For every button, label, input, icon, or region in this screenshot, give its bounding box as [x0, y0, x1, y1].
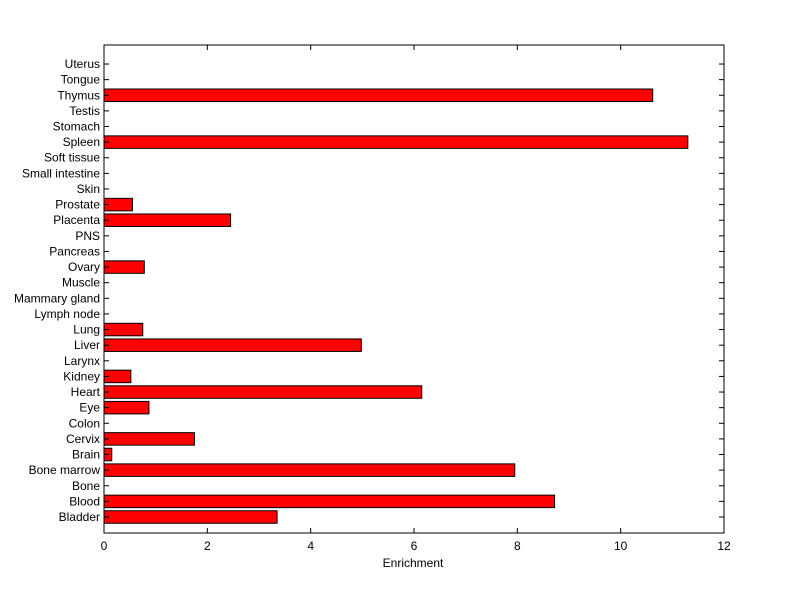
y-tick-label: Spleen [63, 135, 100, 149]
y-tick-label: Placenta [53, 213, 100, 227]
y-tick-label: Pancreas [49, 244, 100, 258]
y-tick-label: Liver [74, 338, 100, 352]
x-tick-label: 0 [101, 539, 108, 553]
bar-ovary [103, 260, 145, 274]
y-tick-label: Heart [71, 385, 101, 399]
y-tick-label: Eye [79, 401, 100, 415]
y-tick-label: Colon [69, 416, 100, 430]
y-tick-label: Blood [69, 494, 100, 508]
y-tick-label: Prostate [55, 198, 100, 212]
x-tick-label: 12 [717, 539, 731, 553]
bar-thymus [103, 88, 654, 103]
y-tick-label: Skin [77, 182, 100, 196]
y-tick-label: Lymph node [34, 307, 100, 321]
x-tick-label: 2 [204, 539, 211, 553]
bar-cervix [103, 432, 195, 446]
y-tick-label: Bladder [59, 510, 100, 524]
y-tick-label: Tongue [61, 73, 101, 87]
x-axis-label: Enrichment [383, 556, 444, 570]
y-tick-label: Larynx [64, 354, 100, 368]
bar-placenta [103, 213, 232, 227]
bar-bone-marrow [103, 463, 516, 477]
bar-spleen [103, 135, 689, 149]
y-tick-label: Ovary [68, 260, 100, 274]
y-tick-label: Cervix [66, 432, 100, 446]
x-axis: 0 2 4 6 8 10 12 [101, 45, 731, 553]
plot-area [103, 44, 725, 534]
x-tick-label: 4 [307, 539, 314, 553]
y-tick-label: Bone marrow [29, 463, 101, 477]
y-tick-label: Small intestine [22, 166, 100, 180]
y-tick-label: Testis [69, 104, 100, 118]
bar-bladder [103, 510, 278, 524]
bar-heart [103, 385, 423, 399]
bars-group [103, 88, 689, 524]
bar-eye [103, 400, 150, 415]
x-tick-label: 10 [614, 539, 628, 553]
bar-liver [103, 338, 362, 352]
bar-lung [103, 322, 144, 337]
y-tick-label: Lung [73, 323, 100, 337]
y-tick-label: Mammary gland [14, 291, 100, 305]
y-tick-label: Thymus [57, 88, 100, 102]
y-tick-label: Uterus [65, 57, 100, 71]
y-tick-label: Bone [72, 479, 100, 493]
x-tick-label: 8 [514, 539, 521, 553]
y-tick-label: Kidney [63, 369, 100, 383]
y-tick-label: Brain [72, 448, 100, 462]
y-tick-label: Soft tissue [44, 151, 100, 165]
x-tick-label: 6 [411, 539, 418, 553]
y-tick-label: PNS [75, 229, 100, 243]
y-tick-label: Stomach [53, 120, 100, 134]
bar-blood [103, 494, 556, 509]
y-tick-label: Muscle [62, 276, 100, 290]
